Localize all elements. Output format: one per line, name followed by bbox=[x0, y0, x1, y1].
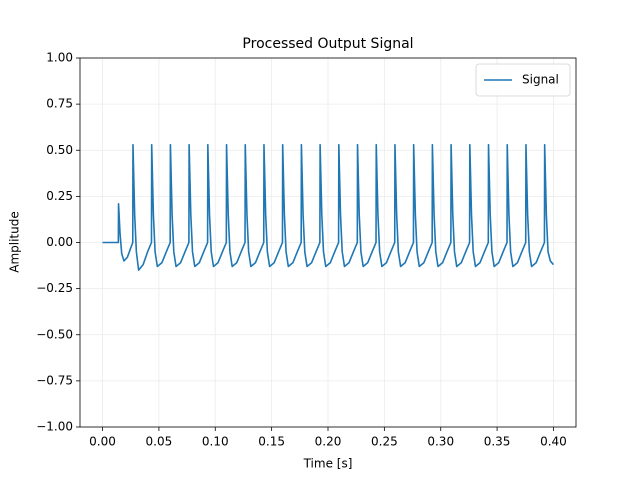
y-tick-label: 0.50 bbox=[46, 143, 73, 157]
y-tick-label: 0.75 bbox=[46, 97, 73, 111]
x-tick-label: 0.40 bbox=[540, 435, 567, 449]
y-tick-label: 0.00 bbox=[46, 235, 73, 249]
plot-frame bbox=[79, 57, 577, 428]
signal-line bbox=[102, 143, 555, 271]
x-tick-label: 0.15 bbox=[258, 435, 285, 449]
y-tick-label: −1.00 bbox=[36, 420, 73, 434]
x-axis-label: Time [s] bbox=[303, 457, 353, 471]
x-tick-label: 0.10 bbox=[202, 435, 229, 449]
x-tick-label: 0.35 bbox=[484, 435, 511, 449]
x-tick-label: 0.25 bbox=[371, 435, 398, 449]
y-tick-label: −0.25 bbox=[36, 281, 73, 295]
legend-label: Signal bbox=[522, 73, 559, 87]
y-axis-label: Amplitude bbox=[8, 211, 22, 273]
y-tick-label: 1.00 bbox=[46, 51, 73, 65]
x-tick-label: 0.05 bbox=[146, 435, 173, 449]
legend-box bbox=[475, 63, 571, 97]
y-tick-label: 0.25 bbox=[46, 189, 73, 203]
x-tick-label: 0.30 bbox=[427, 435, 454, 449]
x-tick-label: 0.00 bbox=[89, 435, 116, 449]
x-tick-label: 0.20 bbox=[315, 435, 342, 449]
chart-title: Processed Output Signal bbox=[242, 36, 413, 52]
y-tick-label: −0.50 bbox=[36, 327, 73, 341]
y-tick-label: −0.75 bbox=[36, 373, 73, 387]
